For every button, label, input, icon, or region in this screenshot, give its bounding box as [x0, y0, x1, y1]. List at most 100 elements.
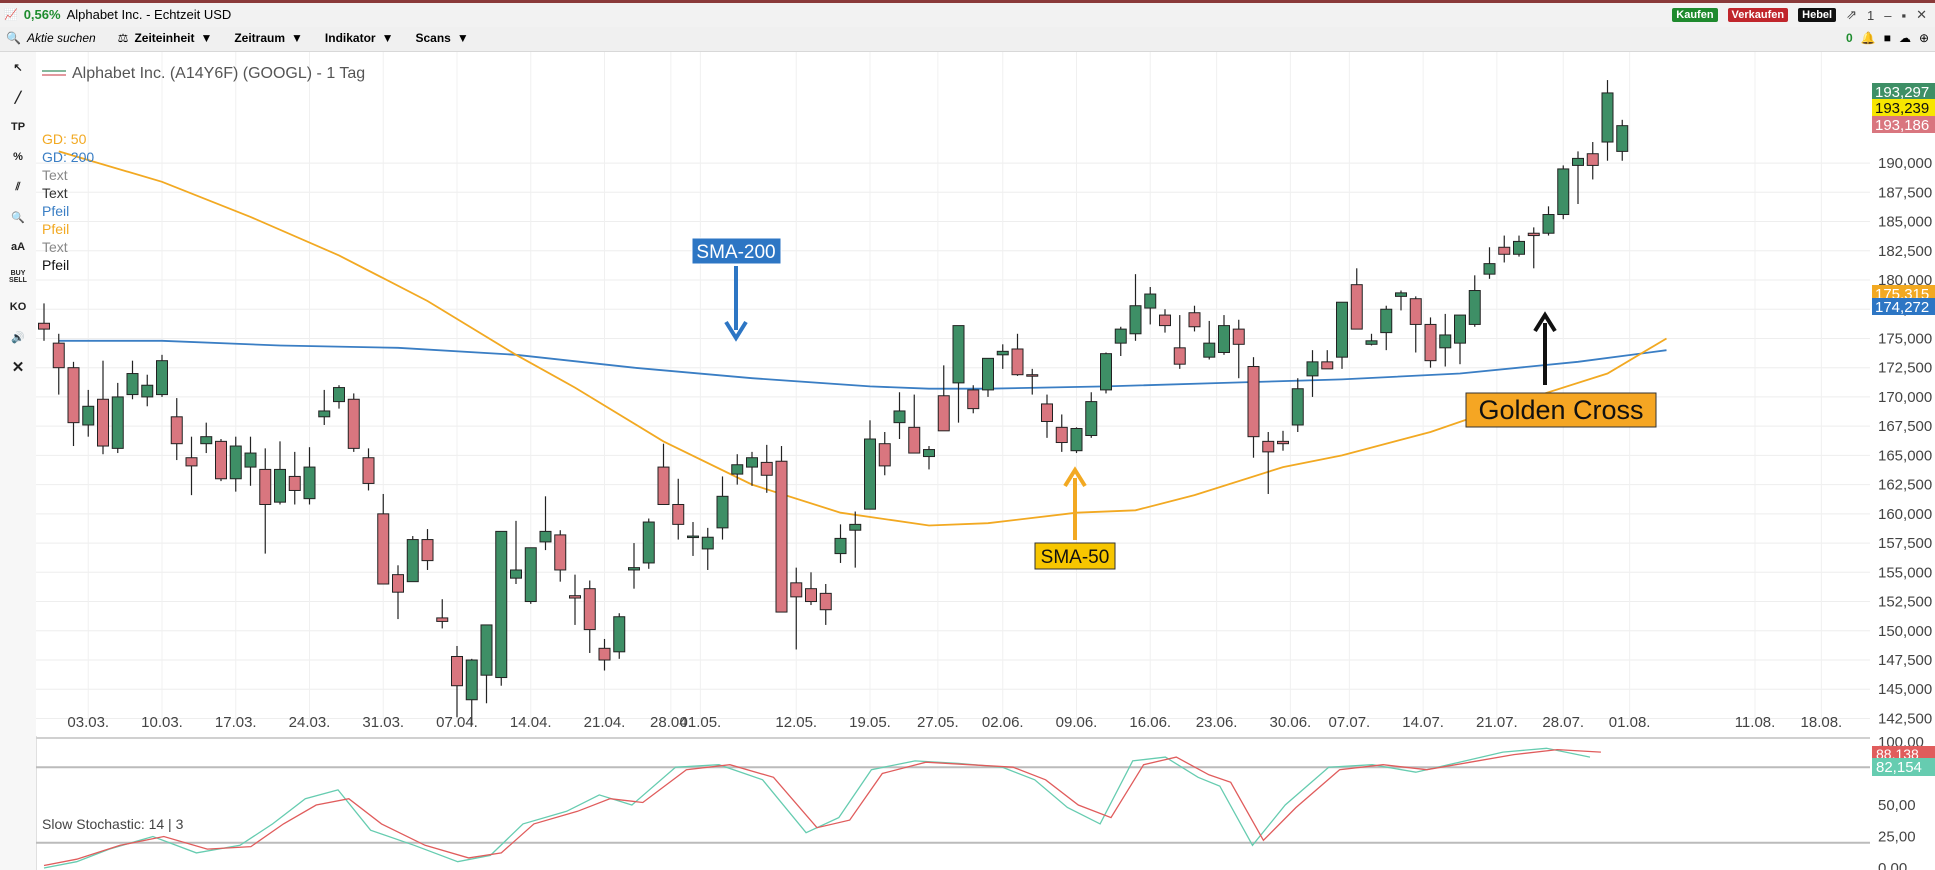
candle-up[interactable]	[495, 530, 508, 679]
candle-down[interactable]	[937, 395, 950, 432]
time-unit-menu[interactable]: ⚖ Zeiteinheit ▼	[118, 31, 213, 45]
candle-down[interactable]	[347, 398, 360, 449]
candle-up[interactable]	[1380, 308, 1393, 334]
bell-icon[interactable]: 🔔	[1860, 31, 1876, 45]
candle-up[interactable]	[1336, 301, 1348, 358]
candle-up[interactable]	[1203, 342, 1216, 358]
share-icon[interactable]: ⇗	[1846, 7, 1858, 22]
candle-down[interactable]	[185, 457, 198, 467]
minimize-icon[interactable]: –	[1884, 7, 1892, 23]
candle-up[interactable]	[82, 405, 95, 426]
candle-up[interactable]	[1114, 328, 1127, 344]
candle-up[interactable]	[244, 452, 257, 468]
leverage-button[interactable]: Hebel	[1798, 8, 1837, 22]
cloud-icon[interactable]: ☁	[1898, 31, 1911, 45]
candle-down[interactable]	[583, 588, 596, 631]
candle-up[interactable]	[952, 325, 965, 384]
candle-up[interactable]	[1439, 334, 1452, 349]
channel-tool-icon[interactable]: ⫽	[15, 180, 21, 193]
candle-down[interactable]	[259, 468, 272, 505]
candle-down[interactable]	[288, 475, 301, 491]
candle-down[interactable]	[436, 617, 449, 622]
zoom-icon[interactable]: 🔍	[11, 211, 25, 224]
candle-up[interactable]	[141, 384, 154, 398]
candle-down[interactable]	[569, 595, 581, 599]
candle-up[interactable]	[1468, 290, 1481, 325]
candle-down[interactable]	[819, 592, 832, 611]
candle-down[interactable]	[775, 460, 788, 613]
candle-down[interactable]	[38, 322, 50, 330]
candle-up[interactable]	[1365, 340, 1378, 345]
candle-up[interactable]	[1100, 353, 1112, 391]
candle-down[interactable]	[790, 582, 803, 598]
range-menu[interactable]: Zeitraum ▼	[234, 31, 303, 45]
candle-down[interactable]	[1277, 440, 1289, 445]
sell-button[interactable]: Verkaufen	[1727, 8, 1789, 22]
candle-up[interactable]	[864, 438, 876, 510]
candle-up[interactable]	[1395, 292, 1407, 297]
candle-up[interactable]	[480, 624, 493, 676]
candle-up[interactable]	[111, 396, 124, 449]
stock-search[interactable]: 🔍 Aktie suchen	[6, 31, 96, 45]
candle-down[interactable]	[1188, 312, 1201, 328]
ko-tool[interactable]: KO	[9, 301, 27, 313]
candle-up[interactable]	[274, 468, 286, 503]
candle-up[interactable]	[156, 360, 168, 396]
candle-up[interactable]	[923, 449, 935, 458]
candle-up[interactable]	[1601, 92, 1614, 143]
candle-up[interactable]	[1129, 305, 1142, 335]
candle-up[interactable]	[318, 410, 331, 418]
candle-down[interactable]	[878, 443, 891, 467]
candle-down[interactable]	[1026, 374, 1039, 377]
candle-up[interactable]	[893, 410, 906, 424]
candle-down[interactable]	[170, 416, 183, 445]
candle-up[interactable]	[1070, 427, 1083, 452]
tp-tool[interactable]: TP	[10, 121, 26, 133]
candle-down[interactable]	[67, 367, 80, 424]
candle-up[interactable]	[1454, 314, 1466, 344]
candle-up[interactable]	[1291, 388, 1304, 426]
maximize-icon[interactable]: ▪	[1901, 7, 1907, 23]
candle-up[interactable]	[1542, 214, 1555, 234]
candle-up[interactable]	[303, 466, 316, 500]
candle-up[interactable]	[539, 530, 552, 543]
candle-down[interactable]	[1055, 426, 1068, 444]
text-size-tool[interactable]: aA	[10, 241, 26, 253]
candle-down[interactable]	[1159, 314, 1171, 327]
candle-up[interactable]	[1483, 263, 1496, 275]
candle-down[interactable]	[760, 461, 773, 476]
candle-up[interactable]	[524, 547, 537, 603]
candle-up[interactable]	[731, 464, 744, 475]
candle-down[interactable]	[554, 534, 567, 571]
candle-down[interactable]	[967, 389, 980, 410]
candle-down[interactable]	[1041, 403, 1053, 422]
candle-down[interactable]	[1409, 298, 1422, 325]
candle-down[interactable]	[908, 426, 921, 454]
candle-down[interactable]	[1173, 347, 1186, 365]
delete-icon[interactable]: ✕	[11, 359, 25, 376]
candle-up[interactable]	[613, 616, 626, 653]
folder-icon[interactable]: ■	[1883, 31, 1891, 45]
candle-up[interactable]	[834, 537, 847, 555]
candle-down[interactable]	[1527, 232, 1540, 237]
candle-down[interactable]	[362, 457, 375, 484]
candle-up[interactable]	[229, 445, 242, 480]
candle-down[interactable]	[805, 588, 817, 603]
candle-up[interactable]	[333, 387, 345, 403]
candle-down[interactable]	[52, 342, 65, 369]
close-icon[interactable]: ✕	[1916, 7, 1927, 22]
candle-up[interactable]	[642, 521, 655, 564]
candle-down[interactable]	[1321, 361, 1334, 370]
candle-up[interactable]	[982, 357, 994, 391]
candle-down[interactable]	[451, 655, 463, 687]
candle-up[interactable]	[996, 350, 1009, 356]
candle-down[interactable]	[1011, 348, 1024, 376]
candle-down[interactable]	[215, 440, 227, 480]
buy-button[interactable]: Kaufen	[1672, 8, 1718, 22]
candle-up[interactable]	[200, 436, 213, 445]
candle-up[interactable]	[1616, 125, 1629, 152]
candle-down[interactable]	[1424, 323, 1437, 362]
buy-sell-tool[interactable]: BUY SELL	[9, 270, 27, 284]
candle-down[interactable]	[392, 574, 404, 593]
